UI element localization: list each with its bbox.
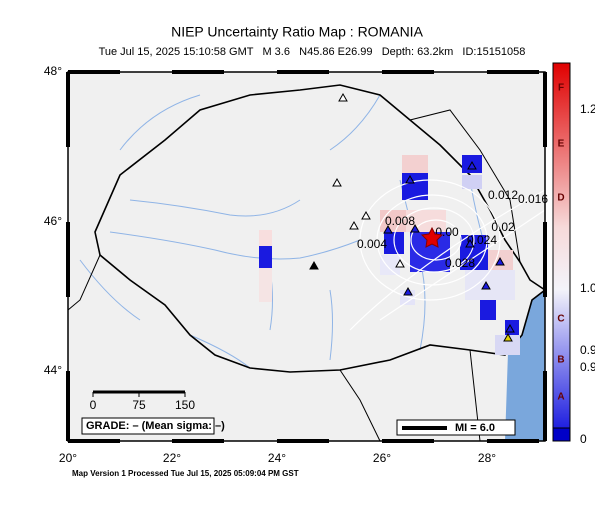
grade-box — [81, 417, 215, 435]
grade: GRADE: – (Mean sigma: –) — [86, 420, 225, 432]
colorbar-low — [552, 427, 571, 442]
contour-label: 0.008 — [385, 214, 415, 228]
black-sea — [505, 290, 545, 441]
grade-letter: F — [558, 83, 564, 94]
grade-letter: B — [557, 355, 564, 366]
lat-label: 48° — [44, 64, 62, 78]
colorbar-tick: 1.0 — [580, 281, 595, 295]
grade-letter: A — [557, 392, 564, 403]
scale-label: 75 — [132, 398, 146, 412]
grade-letter: D — [557, 193, 564, 204]
contour-label: 0.02 — [491, 220, 515, 234]
colorbar-tick: 0 — [580, 432, 587, 446]
lon-label: 20° — [59, 451, 77, 465]
lon-label: 26° — [373, 451, 391, 465]
lon-label: 22° — [163, 451, 181, 465]
mi-box — [396, 419, 516, 436]
scale-ticks — [92, 392, 186, 397]
subtitle: Tue Jul 15, 2025 15:10:58 GMT M 3.6 N45.… — [99, 46, 526, 58]
scale-label: 0 — [90, 398, 97, 412]
mi-label: MI = 6.0 — [455, 422, 495, 434]
frame-ticks — [66, 70, 547, 443]
moldova-border — [409, 109, 521, 263]
colorbar-tick: 1.2 — [580, 102, 595, 116]
stations — [309, 92, 515, 342]
epicenter — [420, 226, 444, 248]
grade-letter: C — [557, 314, 564, 325]
lat-label: 46° — [44, 214, 62, 228]
contour-label: 0.012 — [488, 188, 518, 202]
grade-letter: E — [558, 139, 565, 150]
colorbar-tick: 0.9 — [580, 343, 595, 357]
contour-label: 0.024 — [467, 233, 497, 247]
colorbar — [552, 62, 571, 429]
title: NIEP Uncertainty Ratio Map : ROMANIA — [171, 24, 423, 40]
contours — [349, 179, 546, 331]
contour-label: 0.004 — [357, 237, 387, 251]
lon-label: 28° — [478, 451, 496, 465]
colorbar-tick: 0.9 — [580, 360, 595, 374]
scale-label: 150 — [175, 398, 195, 412]
lat-label: 44° — [44, 363, 62, 377]
contour-label: 0.028 — [445, 256, 475, 270]
lon-label: 24° — [268, 451, 286, 465]
contour-label: 0.016 — [518, 192, 548, 206]
footer: Map Version 1 Processed Tue Jul 15, 2025… — [72, 469, 299, 478]
